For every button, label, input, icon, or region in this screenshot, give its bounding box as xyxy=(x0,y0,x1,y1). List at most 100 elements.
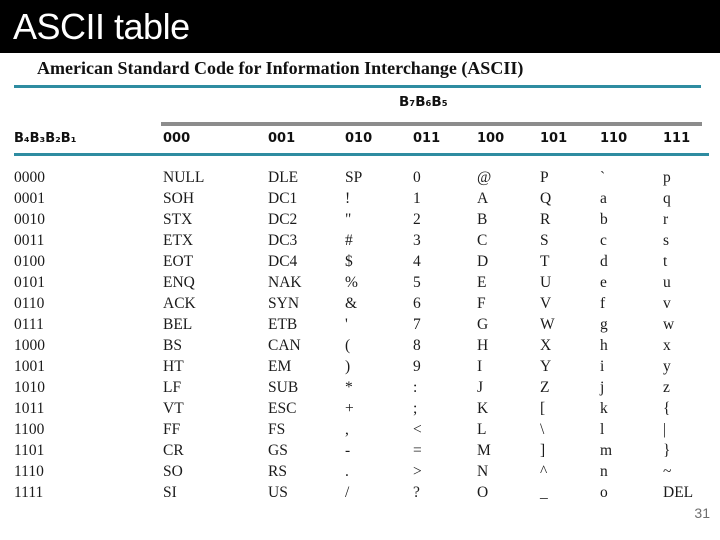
ascii-cell: 9 xyxy=(413,358,421,375)
ascii-cell: ^ xyxy=(540,463,548,480)
ascii-cell: ! xyxy=(345,190,351,207)
ascii-cell: SP xyxy=(345,169,363,186)
row-label: 0100 xyxy=(14,253,45,270)
row-label: 0001 xyxy=(14,190,45,207)
ascii-cell: j xyxy=(600,379,605,396)
row-label: 1010 xyxy=(14,379,45,396)
ascii-cell: G xyxy=(477,316,489,333)
row-label: 1110 xyxy=(14,463,44,480)
ascii-cell: q xyxy=(663,190,671,207)
ascii-cell: ENQ xyxy=(163,274,195,291)
row-label: 1101 xyxy=(14,442,45,459)
ascii-cell: SYN xyxy=(268,295,300,312)
ascii-cell: \ xyxy=(540,421,545,438)
ascii-cell: " xyxy=(345,211,352,228)
ascii-cell: _ xyxy=(540,484,548,501)
slide-title: ASCII table xyxy=(13,6,190,47)
ascii-cell: m xyxy=(600,442,613,459)
ascii-cell: b xyxy=(600,211,608,228)
table-row: 1101 CR GS - = M] m} xyxy=(14,440,709,461)
row-label: 1100 xyxy=(14,421,45,438)
row-label: 1111 xyxy=(14,484,44,501)
ascii-cell: SOH xyxy=(163,190,195,207)
ascii-cell: < xyxy=(413,421,422,438)
table-row: 1100 FF FS, < L \ l | xyxy=(14,419,709,440)
ascii-cell: ESC xyxy=(268,400,297,417)
ascii-cell: 2 xyxy=(413,211,421,228)
ascii-cell: C xyxy=(477,232,488,249)
row-label: 0000 xyxy=(14,169,45,186)
ascii-cell: 1 xyxy=(413,190,421,207)
column-header: 111 xyxy=(663,129,709,156)
slide-title-bar: ASCII table xyxy=(0,0,720,53)
ascii-cell: BS xyxy=(163,337,182,354)
ascii-cell: { xyxy=(663,400,671,417)
ascii-cell: 8 xyxy=(413,337,421,354)
ascii-cell: x xyxy=(663,337,671,354)
ascii-cell: P xyxy=(540,169,549,186)
ascii-cell: n xyxy=(600,463,608,480)
ascii-cell: ] xyxy=(540,442,546,459)
ascii-cell: * xyxy=(345,379,353,396)
ascii-cell: w xyxy=(663,316,675,333)
ascii-cell: p xyxy=(663,169,671,186)
ascii-cell: T xyxy=(540,253,550,270)
ascii-cell: ~ xyxy=(663,463,672,480)
ascii-cell: Y xyxy=(540,358,552,375)
column-header: 011 xyxy=(413,129,477,156)
ascii-cell: DC1 xyxy=(268,190,298,207)
ascii-cell: - xyxy=(345,442,351,459)
ascii-cell: e xyxy=(600,274,607,291)
table-row: 0000 NULL DLE SP 0 @ P ` p xyxy=(14,155,709,189)
ascii-cell: BEL xyxy=(163,316,193,333)
ascii-cell: @ xyxy=(477,169,492,186)
column-header: 001 xyxy=(268,129,345,156)
ascii-cell: ) xyxy=(345,358,351,375)
ascii-cell: B xyxy=(477,211,488,228)
ascii-cell: i xyxy=(600,358,605,375)
column-header: 110 xyxy=(600,129,663,156)
ascii-cell: K xyxy=(477,400,489,417)
ascii-cell: [ xyxy=(540,400,546,417)
ascii-cell: k xyxy=(600,400,608,417)
page-number: 31 xyxy=(694,505,710,521)
ascii-cell: EM xyxy=(268,358,292,375)
group-header-underline xyxy=(161,122,702,126)
ascii-cell: 7 xyxy=(413,316,421,333)
ascii-cell: DC4 xyxy=(268,253,298,270)
ascii-cell: FF xyxy=(163,421,181,438)
ascii-cell: ` xyxy=(600,169,606,186)
ascii-cell: N xyxy=(477,463,489,480)
ascii-cell: F xyxy=(477,295,486,312)
ascii-cell: ETX xyxy=(163,232,194,249)
ascii-cell: ? xyxy=(413,484,420,501)
ascii-cell: EOT xyxy=(163,253,194,270)
row-label: 1011 xyxy=(14,400,45,417)
ascii-cell: J xyxy=(477,379,484,396)
row-label: 1000 xyxy=(14,337,45,354)
ascii-cell: | xyxy=(663,421,667,438)
ascii-cell: L xyxy=(477,421,487,438)
ascii-cell: DC3 xyxy=(268,232,298,249)
ascii-cell: US xyxy=(268,484,288,501)
ascii-cell: U xyxy=(540,274,552,291)
ascii-cell: DC2 xyxy=(268,211,298,228)
ascii-cell: z xyxy=(663,379,670,396)
ascii-cell: CR xyxy=(163,442,184,459)
table-title: American Standard Code for Information I… xyxy=(37,58,524,78)
ascii-cell: r xyxy=(663,211,669,228)
ascii-cell: I xyxy=(477,358,483,375)
table-row: 1111 SI US /? O _ o DEL xyxy=(14,482,709,503)
ascii-cell: VT xyxy=(163,400,184,417)
ascii-cell: M xyxy=(477,442,491,459)
ascii-cell: 6 xyxy=(413,295,421,312)
ascii-cell: R xyxy=(540,211,551,228)
